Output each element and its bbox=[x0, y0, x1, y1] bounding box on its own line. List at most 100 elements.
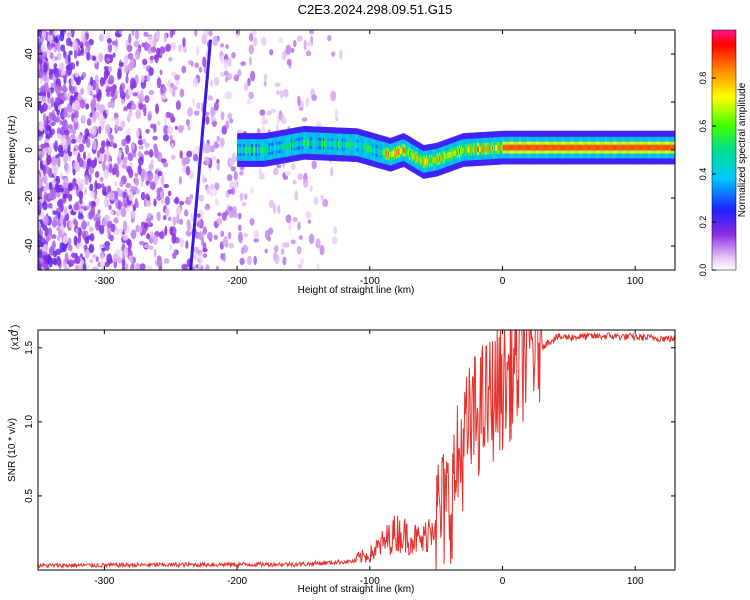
spectrogram-cell bbox=[92, 56, 97, 62]
spectrogram-cell bbox=[93, 216, 99, 222]
spectrogram-ridge-cell bbox=[330, 141, 333, 147]
spectrogram-cell bbox=[140, 89, 144, 101]
spectrogram-cell bbox=[82, 263, 87, 270]
spectrogram-cell bbox=[247, 99, 251, 105]
spectrogram-cell bbox=[110, 210, 115, 215]
spectrogram-cell bbox=[70, 62, 76, 70]
spectrogram-ridge-cell bbox=[577, 144, 580, 151]
spectrogram-ridge-cell bbox=[662, 144, 665, 151]
spectrogram-ridge-cell bbox=[347, 141, 350, 148]
spectrogram-ridge-cell bbox=[449, 151, 452, 158]
spectrogram-cell bbox=[42, 215, 49, 226]
spectrogram-cell bbox=[160, 158, 167, 164]
spectrogram-cell bbox=[148, 89, 155, 96]
spectrogram-ridge-cell bbox=[642, 144, 645, 151]
spectrogram-cell bbox=[108, 204, 112, 211]
spectrogram-cell bbox=[131, 30, 135, 37]
spectrogram-ridge-cell bbox=[439, 155, 442, 162]
spectrogram-cell bbox=[160, 174, 165, 186]
spectrogram-cell bbox=[147, 265, 153, 270]
spectrogram-cell bbox=[168, 244, 173, 251]
spectrogram-ridge-cell bbox=[538, 144, 541, 151]
x-tick-label: -300 bbox=[94, 576, 114, 587]
spectrogram-ridge-cell bbox=[343, 141, 345, 148]
spectrogram-cell bbox=[91, 140, 97, 151]
spectrogram-ridge-cell bbox=[410, 151, 412, 158]
spectrogram-cell bbox=[234, 179, 238, 190]
spectrogram-ridge-cell bbox=[292, 141, 295, 148]
spectrogram-ridge-cell bbox=[398, 148, 401, 155]
spectrogram-cell bbox=[98, 224, 105, 235]
spectrogram-ridge-cell bbox=[282, 143, 285, 150]
spectrogram-cell bbox=[194, 62, 199, 69]
spectrogram-ridge-cell bbox=[636, 144, 638, 151]
colorbar-ticks: 0.0 0.2 0.4 0.6 0.8 bbox=[698, 72, 716, 276]
spectrogram-ridge-cell bbox=[647, 144, 650, 151]
spectrogram-cell bbox=[253, 255, 257, 266]
spectrogram-cell bbox=[298, 106, 304, 111]
spectrogram-cell bbox=[248, 44, 255, 55]
spectrogram-ridge-cell bbox=[438, 155, 441, 162]
spectrogram-ridge-cell bbox=[561, 144, 564, 151]
spectrogram-cell bbox=[231, 152, 237, 163]
spectrogram-cell bbox=[120, 207, 127, 218]
spectrogram-cell bbox=[113, 218, 118, 223]
spectrogram-cell bbox=[137, 139, 144, 146]
spectrogram-cell bbox=[74, 161, 81, 173]
spectrogram-cell bbox=[114, 191, 119, 200]
spectrogram-cell bbox=[144, 150, 150, 156]
spectrogram-ridge-cell bbox=[621, 144, 624, 151]
spectrogram-cell bbox=[301, 117, 308, 122]
spectrogram-ridge-cell bbox=[422, 159, 425, 165]
spectrogram-ridge-cell bbox=[634, 144, 636, 151]
spectrogram-cell bbox=[263, 119, 269, 124]
spectrogram-cell bbox=[86, 118, 92, 126]
spectrogram-ridge-cell bbox=[650, 144, 652, 151]
spectrogram-ridge-cell bbox=[639, 144, 642, 151]
spectrogram-cell bbox=[198, 66, 203, 73]
spectrogram-cell bbox=[129, 161, 133, 168]
spectrogram-cell bbox=[62, 138, 66, 146]
spectrogram-cell bbox=[128, 255, 134, 263]
spectrogram-cell bbox=[145, 43, 150, 48]
spectrogram-cell bbox=[77, 227, 82, 238]
spectrogram-ridge-cell bbox=[293, 141, 296, 148]
spectrogram-cell bbox=[123, 156, 129, 161]
spectrogram-cell bbox=[192, 153, 199, 162]
spectrogram-cell bbox=[126, 44, 133, 53]
spectrogram-ridge-cell bbox=[566, 144, 568, 151]
spectrogram-cell bbox=[156, 77, 162, 89]
spectrogram-cell bbox=[66, 37, 72, 47]
spectrogram-y-ticks: -40 -20 0 20 40 bbox=[24, 48, 675, 253]
spectrogram-cell bbox=[308, 233, 315, 245]
spectrogram-ridge-cell bbox=[479, 146, 481, 152]
spectrogram-cell bbox=[146, 73, 151, 82]
spectrogram-ridge-cell bbox=[400, 148, 403, 154]
spectrogram-ridge-cell bbox=[478, 146, 480, 152]
spectrogram-cell bbox=[232, 205, 237, 214]
spectrogram-ridge-cell bbox=[364, 144, 367, 151]
spectrogram-cell bbox=[305, 210, 312, 219]
spectrogram-cell bbox=[309, 30, 315, 35]
spectrogram-cell bbox=[178, 44, 183, 53]
spectrogram-ridge-cell bbox=[497, 145, 499, 151]
spectrogram-cell bbox=[196, 213, 201, 218]
spectrogram-cell bbox=[315, 238, 321, 249]
spectrogram-cell bbox=[73, 220, 79, 227]
spectrogram-cell bbox=[96, 92, 102, 102]
spectrogram-ridge-cell bbox=[468, 146, 471, 153]
spectrogram-cell bbox=[163, 124, 169, 135]
spectrogram-ridge-cell bbox=[670, 144, 672, 151]
spectrogram-cell bbox=[79, 157, 84, 168]
spectrogram-cell bbox=[106, 57, 111, 62]
spectrogram-cell bbox=[101, 247, 106, 252]
spectrogram-cell bbox=[292, 180, 297, 185]
spectrogram-ridge-cell bbox=[622, 144, 625, 151]
spectrogram-cell bbox=[124, 262, 129, 270]
spectrogram-ridge-cell bbox=[660, 144, 663, 151]
spectrogram-ridge-cell bbox=[605, 144, 608, 151]
spectrogram-cell bbox=[80, 87, 85, 95]
spectrogram-cell bbox=[179, 88, 185, 98]
